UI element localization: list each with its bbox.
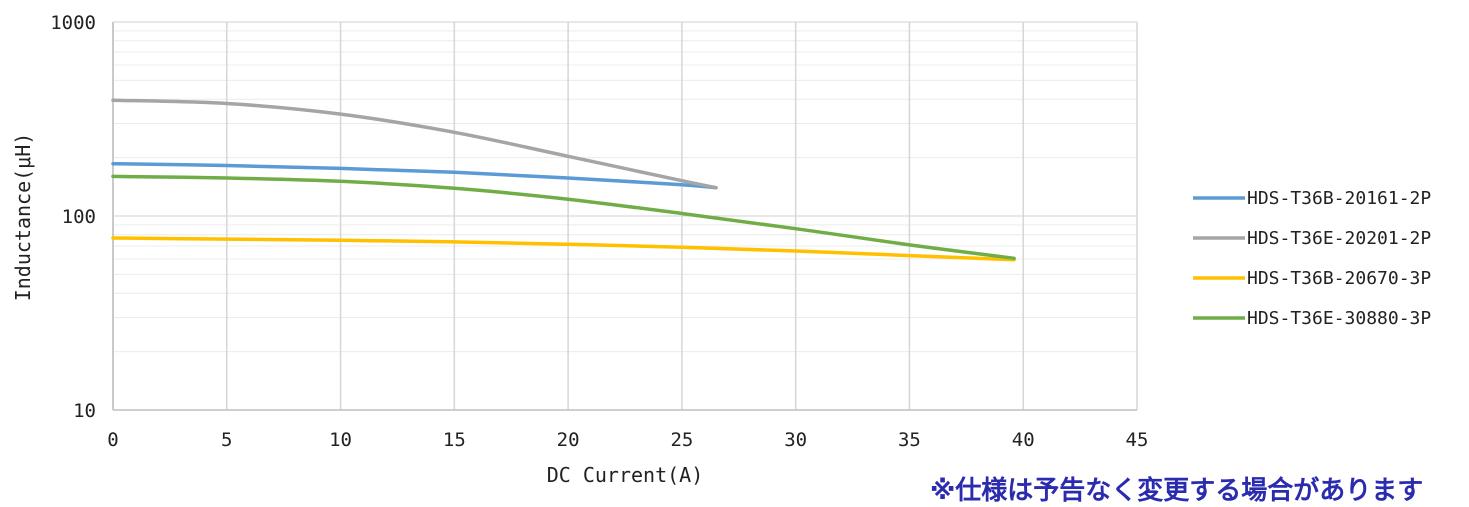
x-tick-label: 5 xyxy=(221,429,232,451)
y-tick-label: 10 xyxy=(73,400,96,422)
legend-label-3: HDS-T36B-20670-3P xyxy=(1247,268,1431,289)
legend-label-1: HDS-T36B-20161-2P xyxy=(1247,188,1431,209)
x-tick-label: 25 xyxy=(670,429,693,451)
x-tick-label: 15 xyxy=(443,429,466,451)
x-tick-label: 45 xyxy=(1126,429,1149,451)
legend-label-2: HDS-T36E-20201-2P xyxy=(1247,228,1431,249)
x-tick-label: 40 xyxy=(1012,429,1035,451)
y-tick-label: 1000 xyxy=(50,12,96,34)
x-tick-label: 0 xyxy=(107,429,118,451)
series-line-1 xyxy=(111,161,718,190)
x-tick-label: 20 xyxy=(557,429,580,451)
x-tick-label: 35 xyxy=(898,429,921,451)
x-axis-label: DC Current(A) xyxy=(547,463,704,487)
spec-change-notice: ※仕様は予告なく変更する場合があります xyxy=(930,476,1424,506)
y-axis-label: Inductance(μH) xyxy=(11,133,35,302)
legend: HDS-T36B-20161-2P HDS-T36E-20201-2P HDS-T3… xyxy=(1193,188,1431,329)
series-line-2 xyxy=(111,98,718,190)
series-line-3 xyxy=(111,236,1016,262)
series-line-4 xyxy=(111,174,1016,261)
y-tick-label: 100 xyxy=(62,206,96,228)
tick-labels: 0 5 10 15 20 25 30 35 40 45 10 100 1000 xyxy=(50,12,1148,451)
legend-label-4: HDS-T36E-30880-3P xyxy=(1247,308,1431,329)
x-tick-label: 30 xyxy=(784,429,807,451)
x-tick-label: 10 xyxy=(329,429,352,451)
series-lines xyxy=(111,98,1016,262)
grid xyxy=(112,21,1138,411)
axes xyxy=(112,22,1137,411)
